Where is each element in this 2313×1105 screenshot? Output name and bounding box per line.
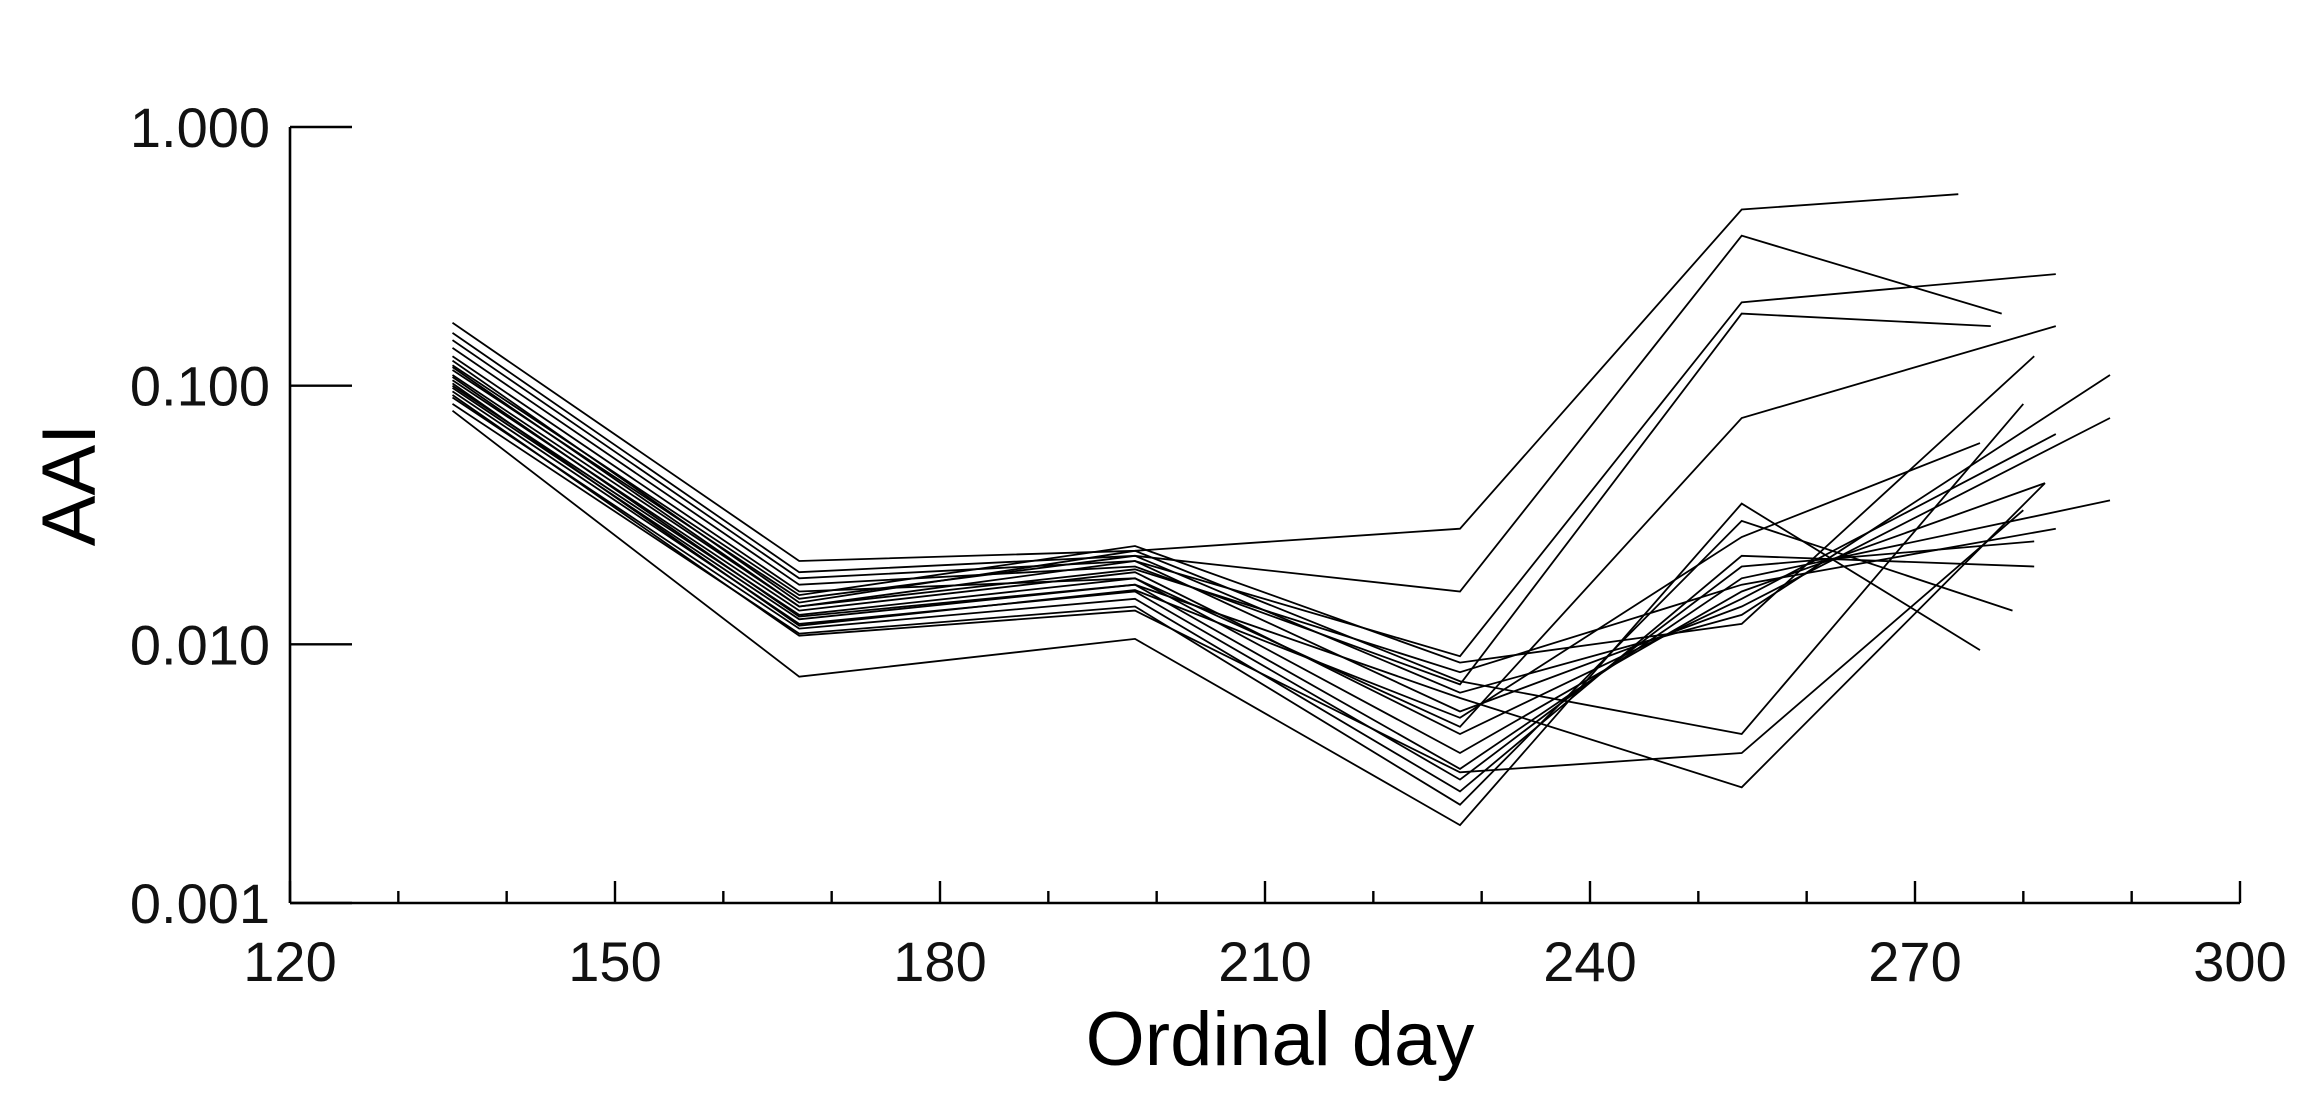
- y-tick-label: 0.100: [130, 355, 270, 418]
- series-line-17: [451, 376, 2046, 789]
- x-tick-label: 150: [568, 930, 661, 993]
- series-line-11: [452, 387, 2111, 770]
- x-axis-title: Ordinal day: [1086, 997, 1475, 1082]
- ticks-layer: 0.001 0.010 0.100 1.000 120 150 180 210 240 270 30…: [130, 96, 2287, 993]
- x-tick-label: 180: [893, 930, 986, 993]
- y-tick-label: 0.001: [130, 872, 270, 935]
- series-line-2: [451, 234, 2002, 593]
- x-tick-label: 240: [1543, 930, 1636, 993]
- series-line-19: [451, 382, 1981, 719]
- axes-layer: [288, 127, 2240, 905]
- x-tick-label: 120: [243, 930, 336, 993]
- x-tick-label: 270: [1868, 930, 1961, 993]
- y-axis-title: AAI: [27, 424, 112, 547]
- series-line-6: [452, 355, 2035, 664]
- series-line-1: [451, 193, 1959, 562]
- series-line-13: [452, 396, 2035, 793]
- y-tick-label: 0.010: [130, 613, 270, 676]
- x-tick-label: 210: [1218, 930, 1311, 993]
- series-line-14: [452, 403, 2013, 806]
- series-line-18: [451, 394, 2024, 774]
- series-line-15: [451, 409, 1981, 827]
- y-tick-label: 1.000: [130, 96, 270, 159]
- series-line-4: [451, 312, 1991, 686]
- series-line-5: [451, 325, 2057, 728]
- series-line-3: [451, 273, 2056, 658]
- series-line-8: [452, 374, 2111, 713]
- series-line-16: [451, 359, 2024, 735]
- series-line-20: [451, 366, 2056, 674]
- series-layer: [451, 193, 2111, 827]
- x-tick-label: 300: [2193, 930, 2286, 993]
